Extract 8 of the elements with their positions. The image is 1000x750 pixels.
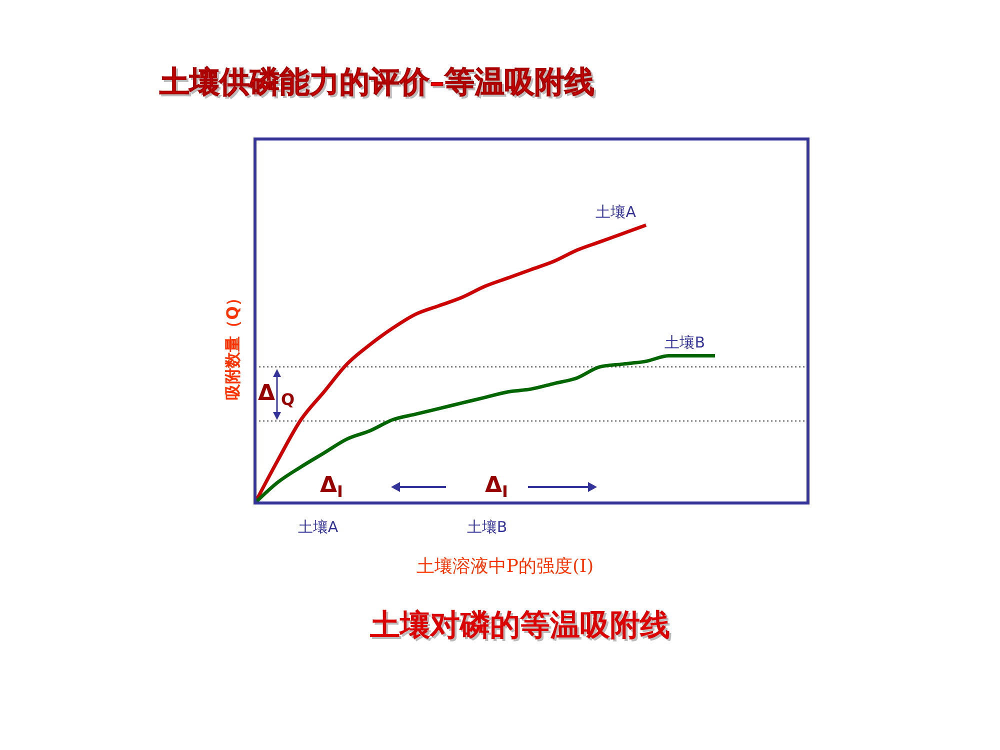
series-label: 土壤B	[664, 334, 705, 352]
text: 土壤A	[298, 518, 339, 536]
x-axis-title: 土壤溶液中P的强度(I)	[416, 556, 594, 577]
series-label: 土壤A	[596, 203, 637, 222]
chart-title: 土壤供磷能力的评价–等温吸附线	[158, 65, 594, 100]
text: 土壤对磷的等温吸附线	[369, 608, 670, 643]
text: 土壤B	[466, 518, 508, 536]
y-axis-title: 吸附数量（Q）	[223, 290, 242, 400]
